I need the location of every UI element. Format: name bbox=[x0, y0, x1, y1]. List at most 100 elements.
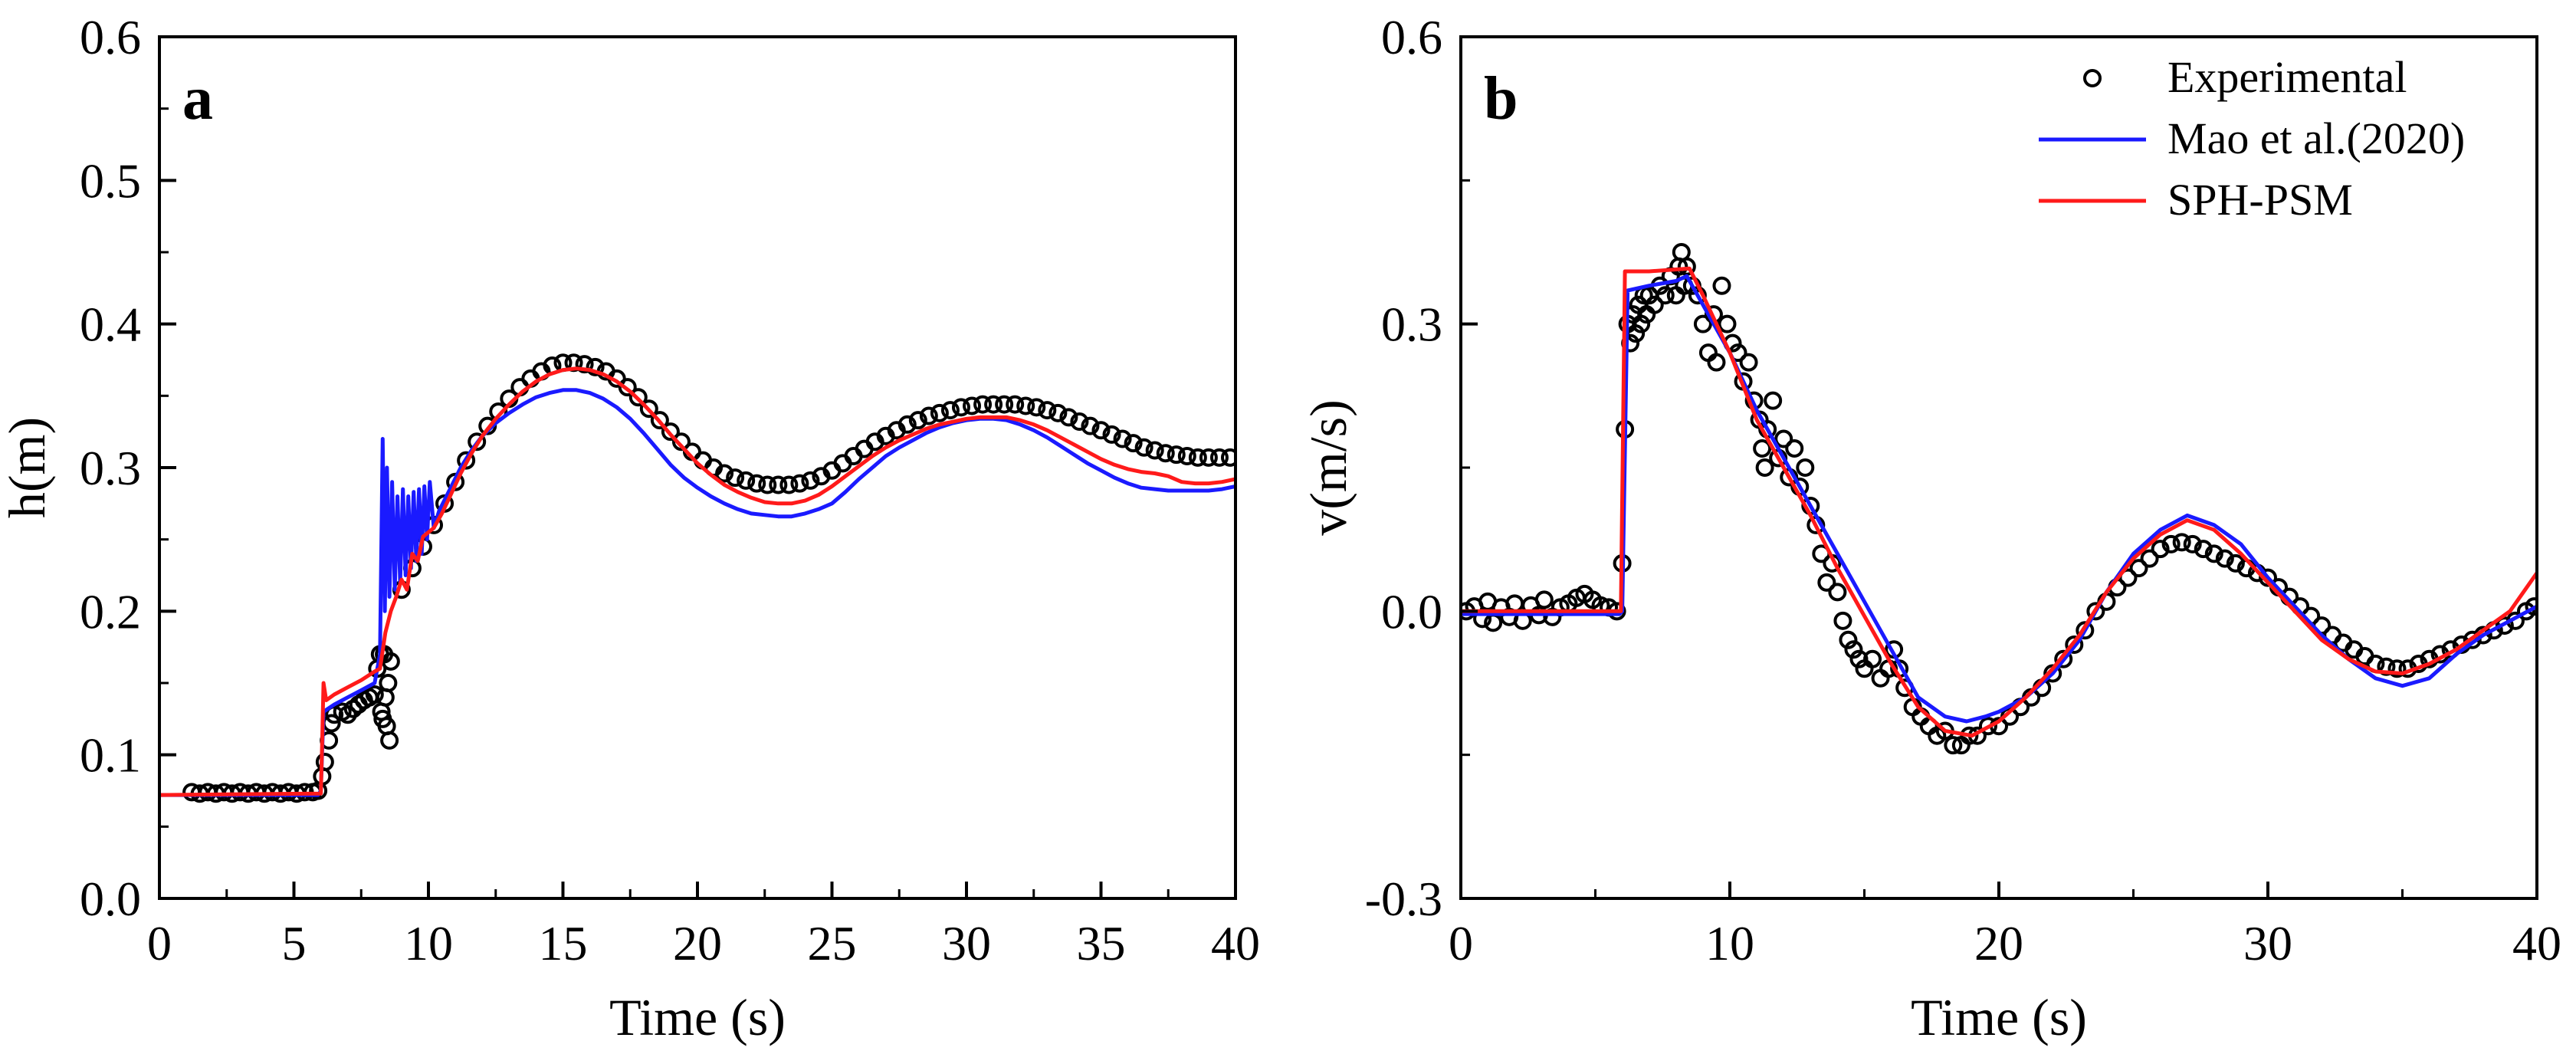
panel-a-x-tick-label: 0 bbox=[147, 916, 172, 970]
panel-a-series-experimental bbox=[182, 353, 1235, 803]
panel-a-y-tick-label: 0.4 bbox=[80, 297, 141, 352]
panel-b-x-axis-title: Time (s) bbox=[1911, 988, 2087, 1046]
panel-a-series-experimental-point bbox=[737, 471, 756, 490]
panel-a-series-experimental-point bbox=[650, 411, 669, 430]
panel-b-series-experimental-point bbox=[2076, 621, 2095, 640]
panel-a: 0 5 10 15 20 25 30 35 40 0.0 0.1 0.2 0.3 0.4 0.5 0.6 Tim… bbox=[0, 10, 1260, 1046]
panel-a-series-experimental-point bbox=[769, 475, 788, 494]
panel-b-series-experimental-point bbox=[1764, 391, 1783, 410]
panel-a-series-experimental-point bbox=[1048, 403, 1068, 422]
panel-a-series-experimental-point bbox=[379, 674, 398, 692]
panel-a-series-experimental-point bbox=[661, 422, 680, 442]
panel-b-series-experimental-point bbox=[1753, 439, 1772, 458]
panel-a-series-experimental-point bbox=[1102, 425, 1121, 444]
panel-a-series-experimental-point bbox=[995, 395, 1014, 414]
panel-b-series-experimental-point bbox=[2204, 544, 2223, 563]
panel-b-plot-area bbox=[1461, 243, 2537, 755]
panel-a-series-experimental-point bbox=[365, 685, 384, 704]
panel-b-x-tick-label: 0 bbox=[1449, 916, 1473, 970]
panel-a-series-experimental-point bbox=[1006, 395, 1025, 414]
panel-a-series-experimental-point bbox=[1113, 429, 1132, 448]
panel-a-series-experimental-point bbox=[1091, 421, 1111, 440]
panel-a-x-tick-label: 10 bbox=[404, 916, 453, 970]
panel-b-series-experimental-point bbox=[2194, 540, 2213, 559]
panel-b-series-experimental-point bbox=[1796, 458, 1815, 477]
panel-a-y-tick-label: 0.6 bbox=[80, 10, 141, 64]
panel-b-series-experimental-point bbox=[1828, 583, 1847, 602]
panel-b-series-experimental-point bbox=[1833, 611, 1852, 630]
panel-a-panel-letter: a bbox=[182, 65, 213, 133]
panel-b-series-experimental-point bbox=[2054, 649, 2073, 668]
panel-a-x-tick-label: 40 bbox=[1211, 916, 1260, 970]
panel-a-x-tick-label: 30 bbox=[942, 916, 991, 970]
panel-a-series-experimental-point bbox=[1134, 438, 1153, 457]
panel-a-series-experimental-point bbox=[1059, 408, 1078, 427]
panel-b-series-experimental-point bbox=[1632, 314, 1651, 333]
panel-a-series-experimental-point bbox=[628, 388, 648, 407]
panel-b-series-experimental-point bbox=[2065, 635, 2084, 655]
panel-a-series-experimental-point bbox=[325, 705, 344, 724]
panel-a-series-experimental-point bbox=[586, 357, 605, 376]
panel-a-series-experimental-point bbox=[618, 378, 637, 397]
panel-a-series-experimental-point bbox=[951, 398, 970, 417]
panel-a-series-experimental-point bbox=[758, 475, 777, 494]
legend-label-sph-psm: SPH-PSM bbox=[2167, 175, 2353, 225]
panel-a-y-axis-title: h(m) bbox=[0, 417, 56, 518]
panel-a-x-tick-label: 20 bbox=[673, 916, 722, 970]
panel-a-y-tick-label: 0.5 bbox=[80, 153, 141, 208]
panel-b-series-experimental-point bbox=[2161, 534, 2181, 553]
panel-a-series-experimental-point bbox=[376, 688, 395, 707]
panel-b-series-experimental-point bbox=[2129, 559, 2148, 578]
panel-b-series-experimental-point bbox=[1785, 439, 1804, 458]
panel-a-y-tick-label: 0.1 bbox=[80, 728, 141, 783]
panel-a-series-experimental-point bbox=[801, 471, 820, 490]
panel-b-series-experimental-point bbox=[2495, 616, 2514, 635]
panel-b-series-experimental-point bbox=[1656, 286, 1675, 305]
legend-swatch-experimental bbox=[2083, 69, 2102, 87]
panel-a-series-sph-psm-line bbox=[159, 366, 1235, 797]
panel-b-panel-letter: b bbox=[1484, 65, 1518, 133]
panel-a-x-tick-label: 5 bbox=[282, 916, 307, 970]
panel-b-series-experimental-point bbox=[2226, 553, 2245, 573]
panel-a-series-experimental-point bbox=[973, 395, 993, 414]
panel-a-series-experimental-point bbox=[1027, 398, 1046, 417]
panel-a-series-experimental-point bbox=[1167, 445, 1186, 465]
panel-a-series-experimental-point bbox=[919, 406, 938, 425]
panel-b-x-tick-label: 10 bbox=[1705, 916, 1754, 970]
panel-a-series-experimental-point bbox=[930, 403, 949, 422]
panel-a-y-tick-label: 0.0 bbox=[80, 872, 141, 926]
panel-b-series-experimental-point bbox=[1863, 649, 1882, 668]
panel-a-series-experimental-point bbox=[1156, 444, 1175, 463]
panel-a-x-tick-label: 35 bbox=[1077, 916, 1126, 970]
panel-b-series-experimental-point bbox=[1839, 630, 1858, 649]
panel-a-series-experimental-point bbox=[779, 475, 799, 494]
panel-b-series-mao-et-al-2020-line bbox=[1461, 274, 2537, 724]
panel-a-series-experimental-point bbox=[726, 468, 745, 488]
panel-a-series-experimental-point bbox=[1199, 448, 1218, 467]
panel-a-x-tick-label: 25 bbox=[808, 916, 857, 970]
panel-b-y-tick-label: -0.3 bbox=[1365, 872, 1442, 926]
panel-a-series-experimental-point bbox=[747, 474, 766, 493]
panel-a-series-experimental-point bbox=[1081, 416, 1100, 435]
panel-b-series-experimental-point bbox=[2387, 659, 2407, 678]
panel-b-series-experimental-point bbox=[1645, 295, 1664, 314]
legend-label-mao-et-al-2020: Mao et al.(2020) bbox=[2167, 113, 2465, 163]
panel-b-series-experimental-point bbox=[2172, 533, 2191, 552]
panel-a-series-experimental-point bbox=[575, 355, 594, 374]
panel-b-series-experimental-point bbox=[2140, 549, 2159, 568]
panel-b-series-experimental-point bbox=[2525, 597, 2537, 616]
panel-a-series-experimental-point bbox=[381, 652, 400, 671]
panel-a-series-experimental-point bbox=[468, 432, 487, 452]
panel-b-y-tick-label: 0.0 bbox=[1381, 584, 1442, 639]
panel-a-y-tick-label: 0.3 bbox=[80, 441, 141, 495]
panel-a-y-tick-label: 0.2 bbox=[80, 584, 141, 639]
panel-b-y-tick-label: 0.6 bbox=[1381, 10, 1442, 64]
panel-a-series-experimental-point bbox=[1188, 448, 1207, 467]
panel-b-series-experimental-point bbox=[2183, 534, 2202, 553]
panel-b-y-axis-title: v(m/s) bbox=[1299, 399, 1357, 536]
panel-a-plot-area bbox=[159, 353, 1235, 803]
panel-b-series-experimental-point bbox=[2259, 568, 2277, 587]
panel-a-series-experimental-point bbox=[897, 415, 917, 434]
legend-label-experimental: Experimental bbox=[2167, 52, 2407, 102]
